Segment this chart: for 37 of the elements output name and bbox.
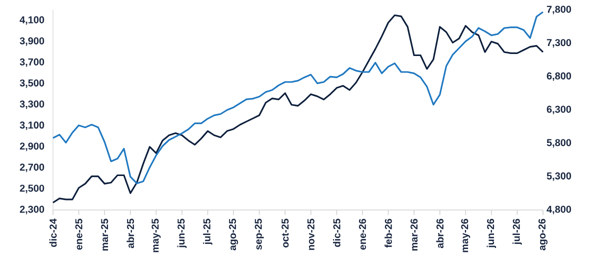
y2-tick-label: 6,300	[546, 106, 572, 114]
x-tick-label: dic-25	[333, 218, 340, 247]
x-tick-label: ago-25	[228, 218, 238, 250]
x-tick-label: jun-25	[177, 218, 187, 248]
y-tick-label: 3,900	[20, 37, 44, 46]
y2-tick-label: 7,800	[546, 6, 572, 14]
y-tick-label: 3,300	[20, 100, 44, 109]
x-tick-label: jul-25	[203, 218, 212, 245]
y2-tick-label: 6,800	[546, 72, 572, 81]
y2-tick-label: 5,800	[546, 139, 572, 148]
x-tick-label: mar-25	[101, 218, 108, 251]
x-tick-label: jul-26	[512, 218, 522, 245]
x-tick-label: dic-24	[49, 218, 57, 247]
y-tick-label: 2,700	[20, 164, 44, 172]
x-tick-label: oct-25	[282, 218, 289, 248]
x-tick-label: sep-25	[254, 218, 264, 250]
y2-tick-label: 7,300	[546, 39, 572, 48]
x-tick-label: ene-25	[75, 218, 82, 250]
x-tick-label: ago-26	[538, 218, 548, 250]
y-tick-label: 2,900	[20, 142, 44, 152]
y-tick-label: 2,300	[20, 206, 44, 214]
x-tick-label: ene-26	[358, 218, 366, 250]
y-tick-label: 3,100	[20, 122, 44, 130]
x-tick-label: abr-25	[126, 218, 134, 248]
y2-tick-label: 4,800	[546, 206, 572, 214]
x-tick-label: abr-26	[436, 218, 444, 248]
x-tick-label: feb-26	[384, 218, 392, 248]
y-tick-label: 4,100	[20, 16, 44, 25]
x-tick-label: nov-25	[307, 218, 314, 250]
y2-tick-label: 5,300	[546, 172, 572, 181]
x-tick-label: may-25	[152, 218, 161, 252]
x-tick-label: mar-26	[410, 218, 418, 251]
x-tick-label: may-26	[461, 218, 470, 252]
y-tick-label: 3,700	[20, 58, 44, 67]
y-tick-label: 3,500	[20, 79, 44, 88]
y-tick-label: 2,500	[20, 184, 44, 194]
x-tick-label: jun-26	[486, 218, 496, 248]
